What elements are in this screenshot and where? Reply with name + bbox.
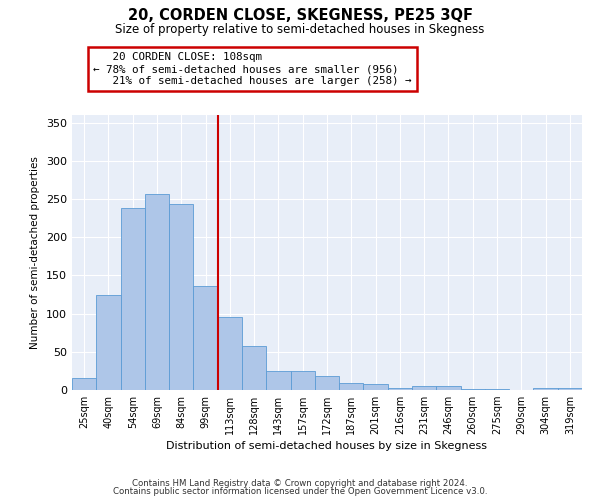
Bar <box>193 286 218 390</box>
Bar <box>412 386 436 390</box>
Text: Size of property relative to semi-detached houses in Skegness: Size of property relative to semi-detach… <box>115 22 485 36</box>
Bar <box>339 383 364 390</box>
Bar <box>266 371 290 390</box>
X-axis label: Distribution of semi-detached houses by size in Skegness: Distribution of semi-detached houses by … <box>167 442 487 452</box>
Bar <box>436 386 461 390</box>
Bar <box>96 296 121 390</box>
Bar <box>218 318 242 390</box>
Text: Contains public sector information licensed under the Open Government Licence v3: Contains public sector information licen… <box>113 487 487 496</box>
Bar <box>315 376 339 390</box>
Bar <box>364 384 388 390</box>
Bar <box>388 388 412 390</box>
Bar <box>485 389 509 390</box>
Bar <box>72 378 96 390</box>
Text: Contains HM Land Registry data © Crown copyright and database right 2024.: Contains HM Land Registry data © Crown c… <box>132 478 468 488</box>
Bar <box>533 388 558 390</box>
Y-axis label: Number of semi-detached properties: Number of semi-detached properties <box>31 156 40 349</box>
Bar <box>290 371 315 390</box>
Text: 20 CORDEN CLOSE: 108sqm
← 78% of semi-detached houses are smaller (956)
   21% o: 20 CORDEN CLOSE: 108sqm ← 78% of semi-de… <box>93 52 412 86</box>
Bar <box>461 389 485 390</box>
Bar <box>145 194 169 390</box>
Bar <box>169 204 193 390</box>
Bar <box>558 388 582 390</box>
Text: 20, CORDEN CLOSE, SKEGNESS, PE25 3QF: 20, CORDEN CLOSE, SKEGNESS, PE25 3QF <box>128 8 473 22</box>
Bar <box>121 208 145 390</box>
Bar <box>242 346 266 390</box>
